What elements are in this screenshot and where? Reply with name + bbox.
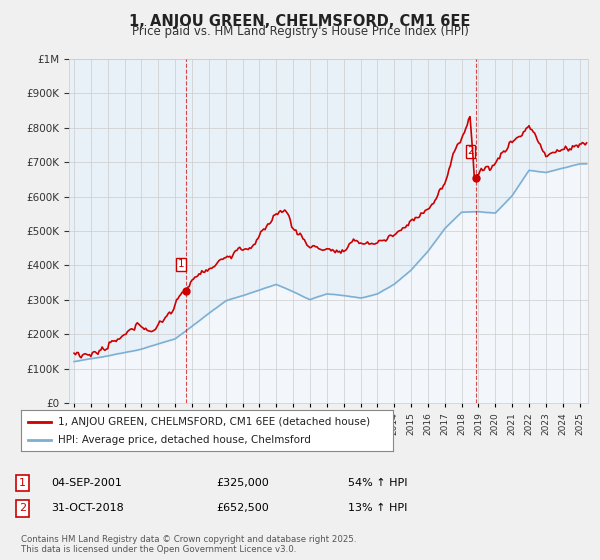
Text: £325,000: £325,000 [216,478,269,488]
Text: 1, ANJOU GREEN, CHELMSFORD, CM1 6EE (detached house): 1, ANJOU GREEN, CHELMSFORD, CM1 6EE (det… [58,417,370,427]
Text: 2: 2 [467,146,474,156]
Text: 1: 1 [178,259,185,269]
Text: 31-OCT-2018: 31-OCT-2018 [51,503,124,514]
Text: £652,500: £652,500 [216,503,269,514]
Text: Contains HM Land Registry data © Crown copyright and database right 2025.
This d: Contains HM Land Registry data © Crown c… [21,535,356,554]
Text: 13% ↑ HPI: 13% ↑ HPI [348,503,407,514]
Text: 54% ↑ HPI: 54% ↑ HPI [348,478,407,488]
Text: 2: 2 [19,503,26,514]
Text: 1: 1 [19,478,26,488]
Text: 04-SEP-2001: 04-SEP-2001 [51,478,122,488]
Text: HPI: Average price, detached house, Chelmsford: HPI: Average price, detached house, Chel… [58,435,311,445]
Text: 1, ANJOU GREEN, CHELMSFORD, CM1 6EE: 1, ANJOU GREEN, CHELMSFORD, CM1 6EE [130,14,470,29]
Text: Price paid vs. HM Land Registry's House Price Index (HPI): Price paid vs. HM Land Registry's House … [131,25,469,38]
